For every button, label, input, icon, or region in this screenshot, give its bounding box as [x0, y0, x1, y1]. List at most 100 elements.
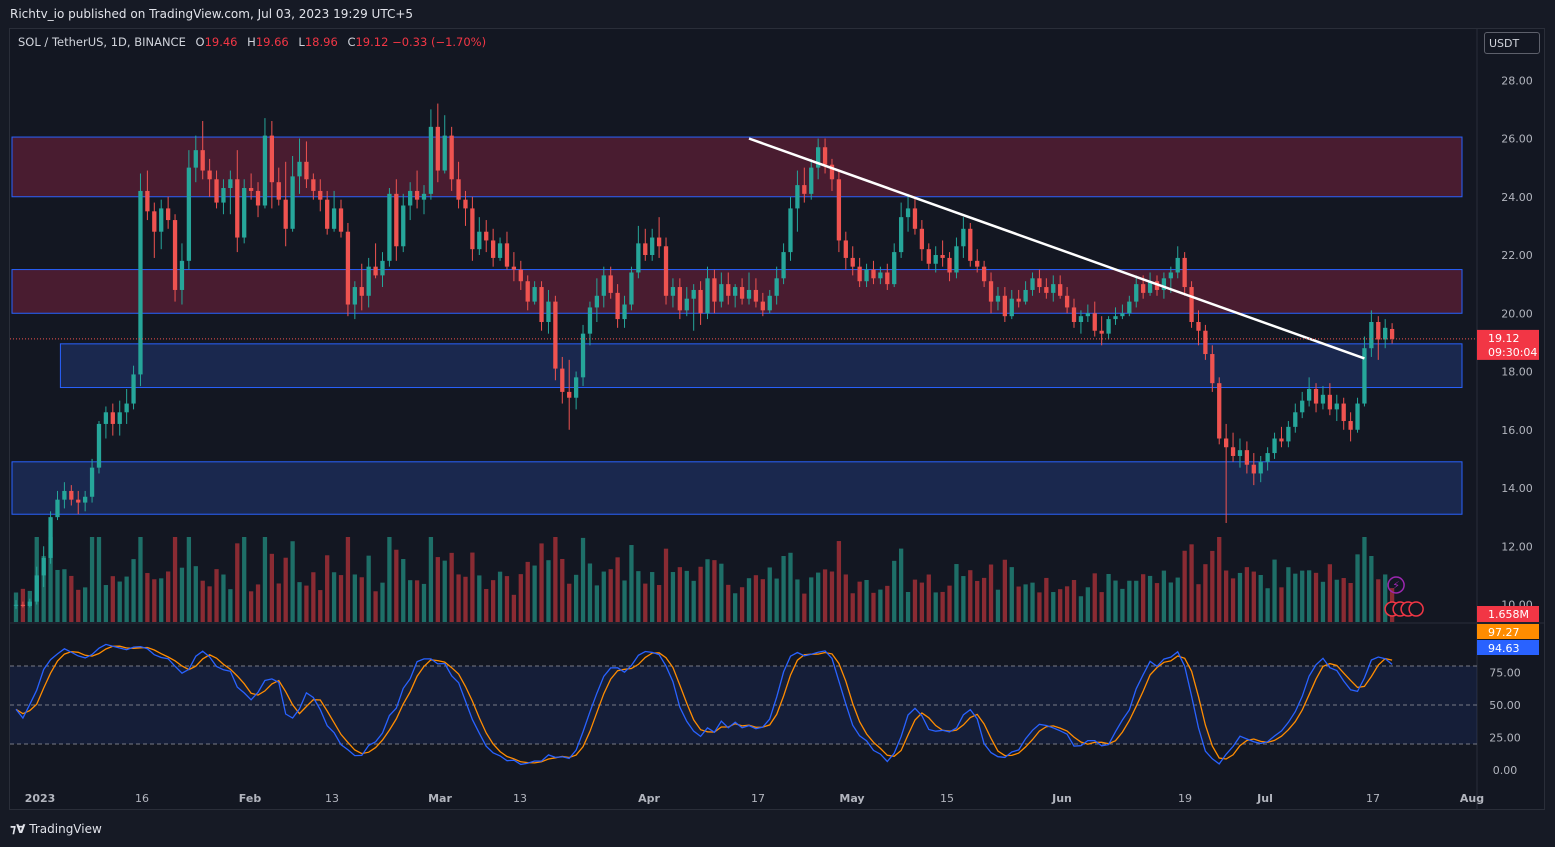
volume-bar [1058, 589, 1063, 622]
candle-body [1230, 447, 1236, 456]
candle-body [242, 188, 247, 238]
stoch-k-badge: 94.63 [1488, 642, 1520, 655]
resistance-trendline [748, 137, 1365, 360]
volume-bar [1078, 596, 1084, 622]
volume-bar [954, 564, 959, 622]
volume-bar [1154, 583, 1160, 622]
candle-body [1389, 328, 1395, 339]
candle-body [670, 287, 676, 296]
candle-body [1071, 307, 1077, 322]
volume-bar [1161, 570, 1167, 622]
volume-badge: 1.658M [1488, 608, 1529, 621]
candle-body [1064, 295, 1070, 308]
volume-bar [677, 567, 682, 622]
volume-bar [781, 556, 786, 622]
volume-bar [408, 580, 413, 622]
volume-bar [822, 569, 828, 622]
candle-body [1376, 322, 1381, 340]
stoch-tick-label: 75.00 [1489, 667, 1521, 680]
candle-body [836, 179, 842, 241]
candle-body [573, 377, 579, 398]
volume-bar [235, 543, 240, 622]
candle-body [615, 292, 620, 320]
volume-bar [539, 543, 544, 622]
symbol-label[interactable]: SOL / TetherUS, 1D, BINANCE [18, 35, 186, 49]
volume-bar [809, 577, 814, 622]
volume-bar [1348, 582, 1353, 622]
candle-body [165, 208, 171, 221]
candle-body [981, 266, 987, 282]
candle-body [601, 275, 606, 296]
candle-body [712, 278, 717, 302]
low-value: 18.96 [304, 35, 338, 49]
candle-body [1293, 412, 1298, 427]
volume-bar [760, 579, 765, 622]
volume-bar [1217, 537, 1222, 622]
lightning-icon [1387, 576, 1405, 594]
time-tick-label: 2023 [25, 792, 56, 805]
volume-bar [1196, 584, 1201, 622]
volume-bar [1182, 550, 1187, 622]
volume-bar [1369, 555, 1374, 622]
volume-bar [1168, 582, 1173, 622]
price-tick-label: 12.00 [1501, 540, 1533, 553]
candle-body [145, 190, 150, 212]
candle-body [1009, 298, 1014, 317]
candle-body [905, 208, 911, 218]
tradingview-logo[interactable]: ⁊∀ TradingView [10, 822, 102, 836]
candle-body [795, 185, 800, 209]
volume-bar [228, 589, 233, 622]
time-tick-label: 17 [751, 792, 765, 805]
volume-bar [988, 564, 994, 622]
candle-body [235, 179, 240, 238]
volume-bar [705, 559, 710, 622]
candle-body [594, 295, 600, 308]
volume-bar [1189, 544, 1194, 622]
time-tick-label: Jul [1256, 792, 1273, 805]
volume-bar [871, 592, 876, 622]
candle-body [933, 255, 938, 264]
candle-body [1327, 394, 1333, 410]
candle-body [1078, 316, 1084, 322]
volume-bar [359, 577, 364, 622]
volume-bar [1362, 537, 1367, 622]
volume-badge-bg [1477, 606, 1539, 622]
volume-bar [490, 580, 496, 622]
volume-bar [802, 593, 807, 622]
volume-bar [200, 580, 205, 622]
candle-body [1272, 438, 1277, 454]
volume-bar [726, 584, 731, 622]
candle-body [912, 208, 918, 229]
volume-bar [290, 541, 295, 622]
candle-body [843, 240, 848, 258]
volume-bar [1258, 575, 1263, 622]
candle-body [1217, 383, 1222, 439]
currency-selector[interactable]: USDT [1484, 32, 1540, 54]
candle-body [1362, 348, 1367, 404]
volume-bar [1175, 577, 1180, 622]
volume-bar [1002, 559, 1008, 622]
volume-bar [186, 537, 192, 622]
candle-body [380, 260, 385, 276]
volume-bar [83, 587, 88, 622]
volume-bar [331, 572, 337, 622]
candle-body [1113, 316, 1118, 320]
candle-body [919, 228, 925, 250]
candle-body [539, 287, 544, 322]
candle-body [809, 167, 814, 194]
candle-body [463, 199, 468, 209]
candle-body [1258, 461, 1263, 474]
volume-bar [1300, 570, 1305, 622]
volume-bar [567, 583, 572, 622]
time-tick-label: May [839, 792, 864, 805]
volume-bar [138, 537, 143, 622]
candle-body [726, 284, 731, 296]
us-flag-icon [1408, 601, 1424, 617]
candle-body [83, 496, 88, 503]
candle-body [373, 266, 378, 276]
candle-body [608, 275, 613, 293]
volume-bar [560, 558, 565, 622]
volume-bar [905, 591, 911, 622]
candle-body [1355, 403, 1360, 430]
